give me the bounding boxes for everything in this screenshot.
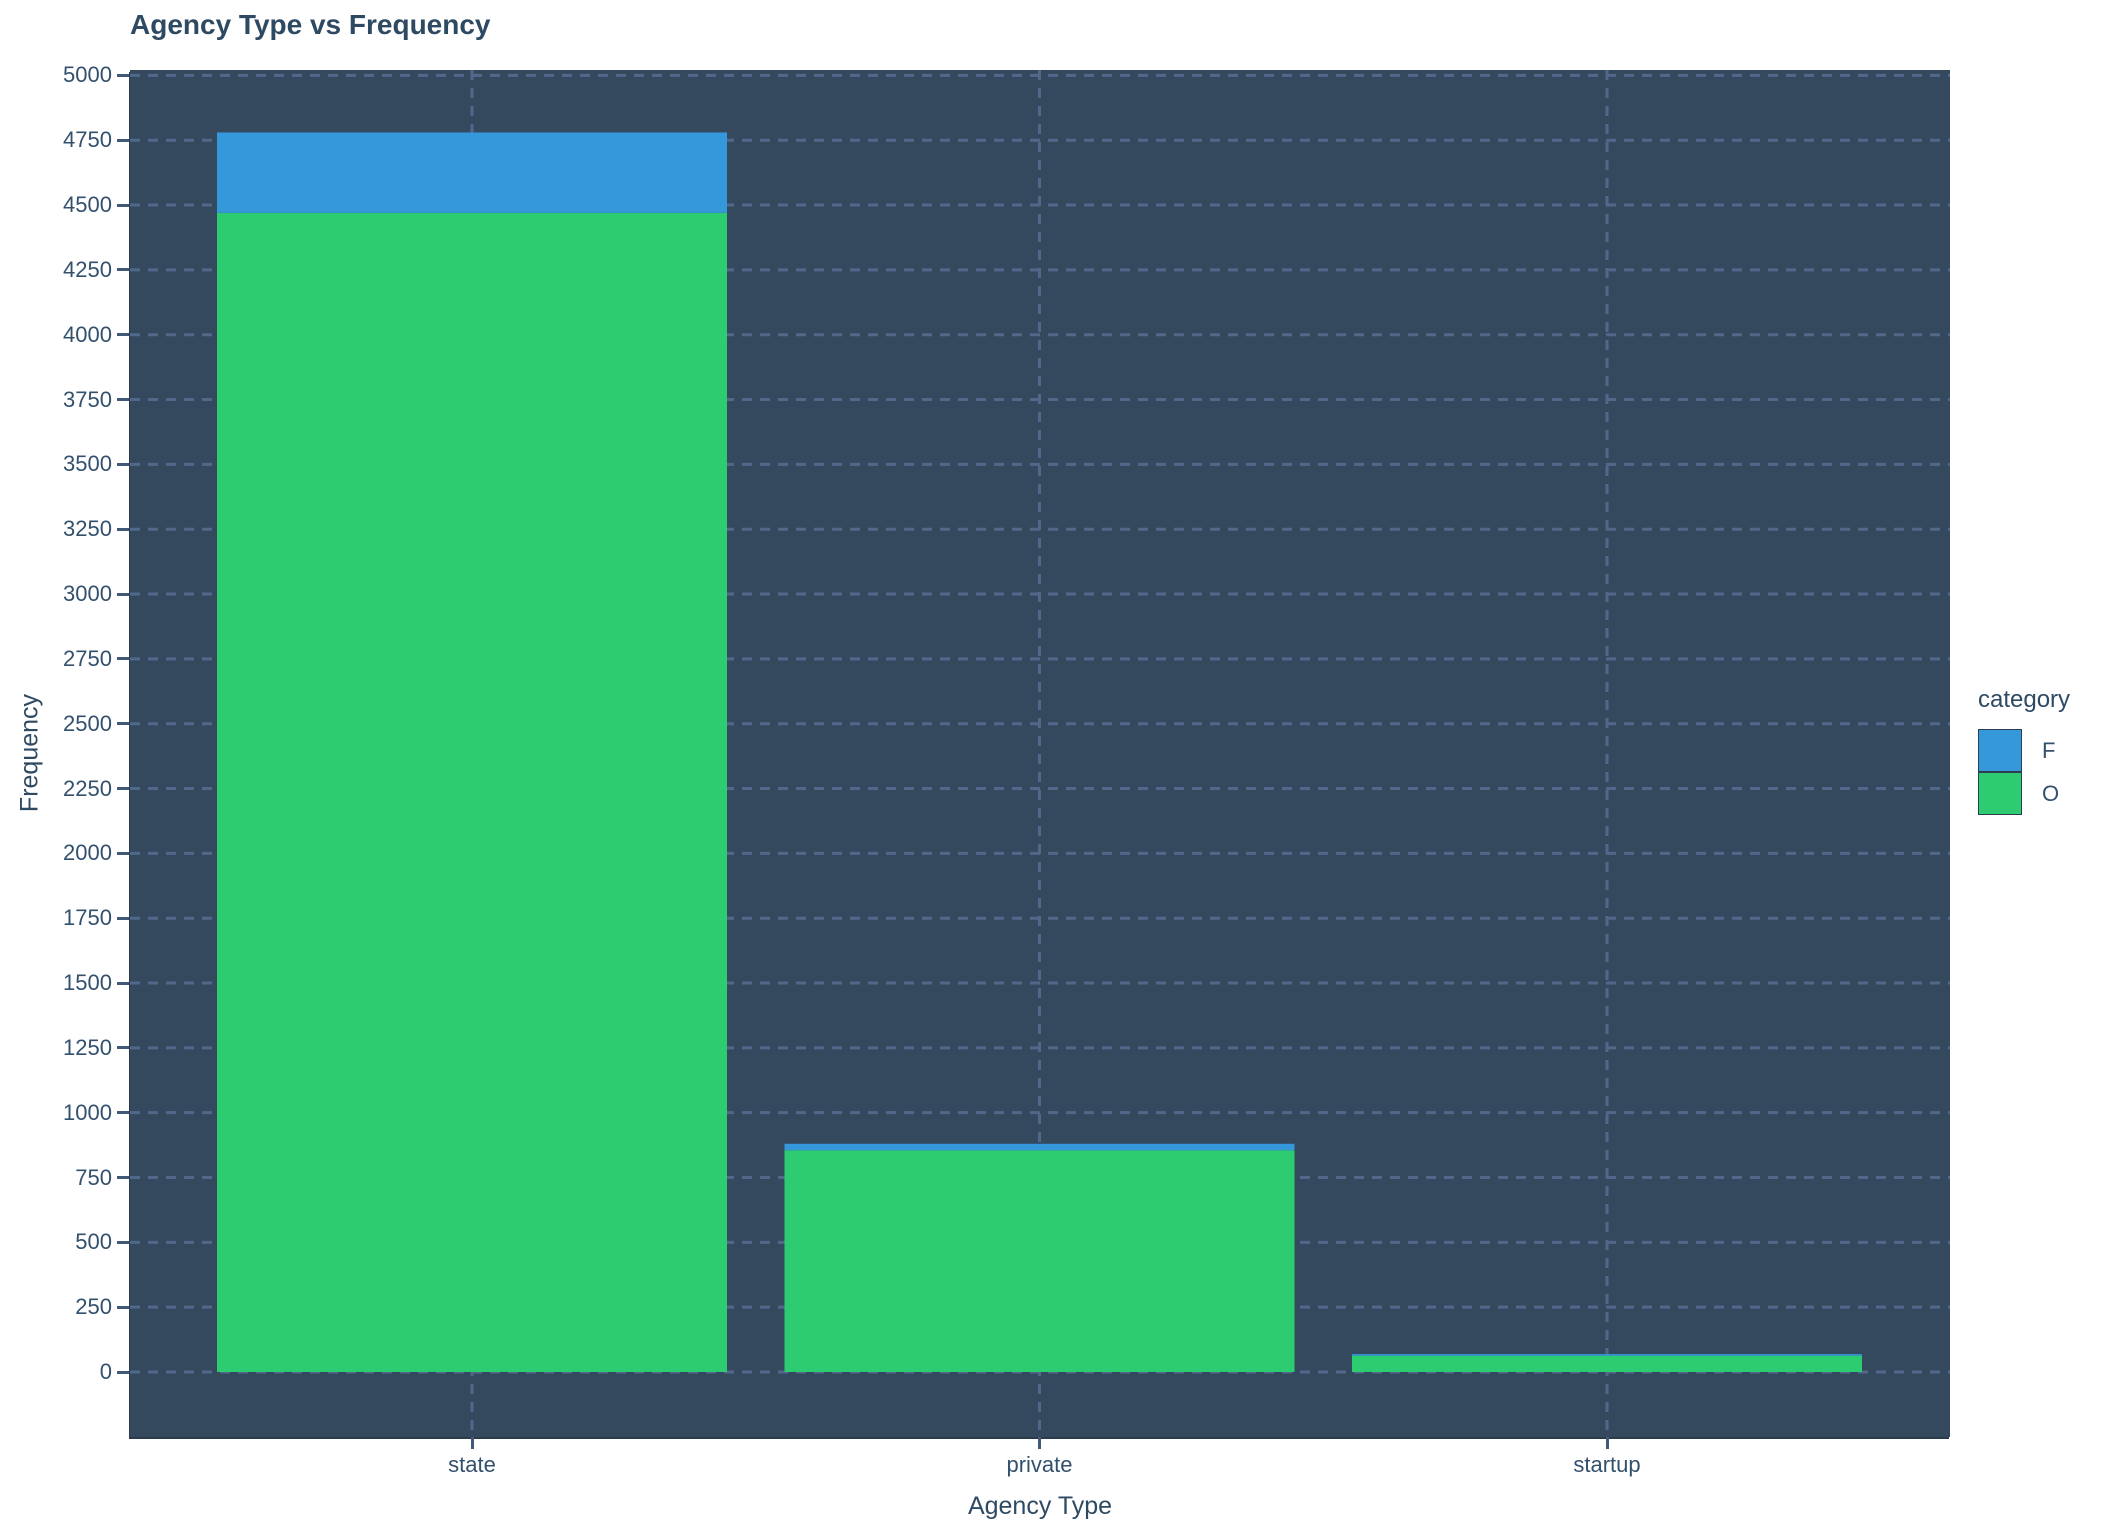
y-tick-mark-250 xyxy=(117,1305,129,1309)
y-tick-mark-4000 xyxy=(117,333,129,337)
y-tick-label-4250: 4250 xyxy=(63,256,112,282)
y-tick-label-500: 500 xyxy=(75,1229,112,1255)
y-tick-mark-2500 xyxy=(117,722,129,726)
y-tick-mark-3000 xyxy=(117,592,129,596)
x-tick-label-startup: startup xyxy=(1573,1452,1641,1477)
y-tick-label-0: 0 xyxy=(99,1359,112,1384)
y-tick-label-2250: 2250 xyxy=(63,775,112,801)
y-tick-label-3500: 3500 xyxy=(63,451,112,477)
plot-panel xyxy=(130,70,1950,1437)
bar-private-O xyxy=(784,1150,1295,1372)
legend-title: category xyxy=(1978,686,2071,713)
y-tick-label-1500: 1500 xyxy=(63,970,112,996)
y-tick-mark-3500 xyxy=(117,462,129,466)
y-tick-label-3750: 3750 xyxy=(63,386,112,412)
y-tick-label-2000: 2000 xyxy=(63,840,112,866)
y-tick-mark-3250 xyxy=(117,527,129,531)
y-tick-label-1750: 1750 xyxy=(63,905,112,931)
legend-swatch-o xyxy=(1978,772,2022,815)
y-tick-mark-1750 xyxy=(117,916,129,920)
legend-swatch-f xyxy=(1978,729,2022,772)
legend-label-o: O xyxy=(2042,780,2060,806)
legend: category F O xyxy=(1978,686,2070,815)
legend-label-f: F xyxy=(2042,737,2056,763)
bar-state-F xyxy=(217,132,727,213)
legend-item-o: O xyxy=(1978,772,2070,815)
bar-state-O xyxy=(217,212,727,1372)
y-tick-mark-2750 xyxy=(117,657,129,661)
y-tick-label-4000: 4000 xyxy=(63,321,112,347)
x-axis-title: Agency Type xyxy=(967,1492,1113,1520)
y-tick-mark-3750 xyxy=(117,398,129,402)
y-tick-mark-4250 xyxy=(117,268,129,272)
x-tick-label-state: state xyxy=(448,1452,496,1477)
y-tick-label-250: 250 xyxy=(75,1294,112,1320)
legend-item-f: F xyxy=(1978,729,2070,772)
y-tick-mark-4750 xyxy=(117,138,129,142)
legend-keys: F O xyxy=(1978,729,2070,815)
y-tick-mark-5000 xyxy=(117,73,129,77)
y-tick-mark-2250 xyxy=(117,787,129,791)
bar-startup-O xyxy=(1352,1355,1862,1372)
y-tick-mark-4500 xyxy=(117,203,129,207)
chart-title: Agency Type vs Frequency xyxy=(130,9,491,40)
y-tick-mark-1500 xyxy=(117,981,129,985)
y-tick-label-4750: 4750 xyxy=(63,127,112,153)
x-tick-mark-private xyxy=(1038,1437,1041,1449)
y-tick-label-3250: 3250 xyxy=(63,516,112,542)
y-tick-label-2750: 2750 xyxy=(63,645,112,671)
y-tick-label-4500: 4500 xyxy=(63,192,112,218)
y-tick-label-5000: 5000 xyxy=(63,62,112,88)
y-tick-mark-0 xyxy=(117,1370,129,1374)
x-tick-mark-startup xyxy=(1605,1437,1609,1449)
y-tick-label-1250: 1250 xyxy=(63,1034,112,1060)
y-tick-mark-500 xyxy=(117,1240,129,1244)
y-tick-mark-2000 xyxy=(117,851,129,855)
y-tick-mark-750 xyxy=(117,1176,129,1179)
bar-startup-F xyxy=(1352,1354,1862,1356)
bar-private-F xyxy=(784,1143,1295,1151)
x-tick-mark-state xyxy=(470,1437,474,1449)
y-tick-mark-1000 xyxy=(117,1111,129,1115)
y-tick-label-1000: 1000 xyxy=(63,1099,112,1125)
y-tick-label-2500: 2500 xyxy=(63,710,112,736)
y-tick-mark-1250 xyxy=(117,1046,129,1050)
y-tick-label-3000: 3000 xyxy=(63,581,112,607)
y-tick-label-750: 750 xyxy=(75,1164,112,1190)
x-tick-label-private: private xyxy=(1006,1452,1073,1477)
plot-area xyxy=(130,70,1950,1437)
